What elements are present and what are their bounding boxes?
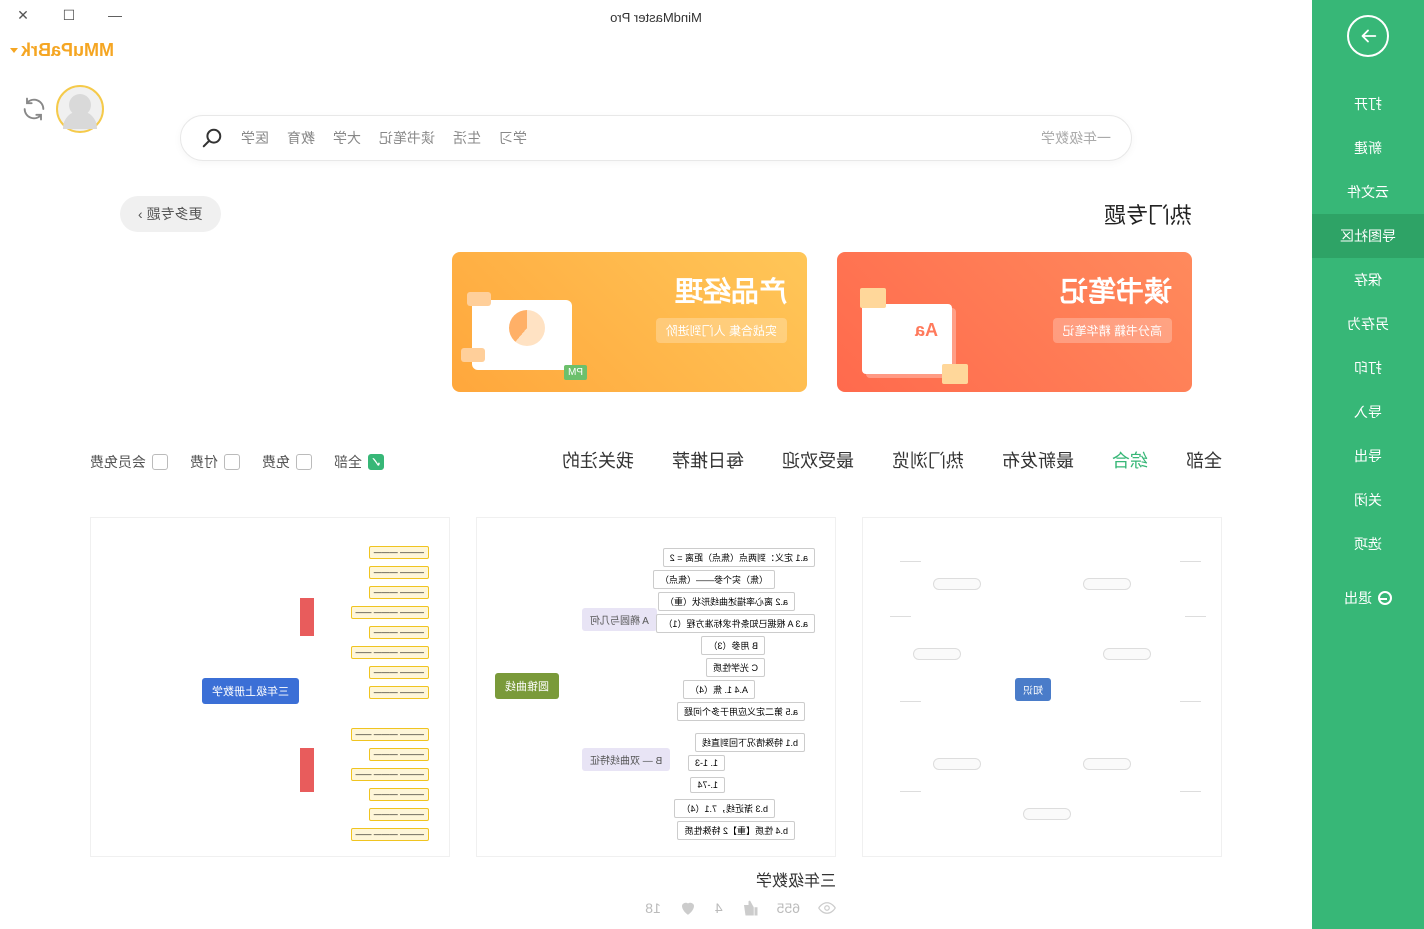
mm-sub: B — 双曲线特征 [582, 748, 670, 771]
card-meta: 655 4 18 [476, 899, 836, 917]
brand-label: MMuPaBrk [21, 40, 114, 61]
aa-icon: Aa [915, 320, 938, 341]
search-row: 学习 生活 读书笔记 大学 教育 医学 [180, 115, 1132, 161]
section-header: 热门专题 更多专题 › [120, 196, 1192, 232]
tab-popular[interactable]: 最受欢迎 [782, 447, 854, 477]
main-area: MindMaster Pro — ☐ ✕ MMuPaBrk 学习 生活 [0, 0, 1312, 929]
nav-cloud[interactable]: 云文件 [1312, 170, 1424, 214]
nav-save-as[interactable]: 另存为 [1312, 302, 1424, 346]
search-button[interactable] [201, 127, 223, 149]
tabs-row: 全部 综合 最新发布 热门浏览 最受欢迎 每日推荐 我关注的 ✓ 全部 免费 付… [90, 447, 1222, 477]
tab-general[interactable]: 综合 [1112, 447, 1148, 477]
nav-exit[interactable]: 退出 [1312, 576, 1424, 620]
filter-all[interactable]: ✓ 全部 [334, 452, 384, 472]
mm-center: 三年级上册数学 [202, 678, 299, 704]
tab-newest[interactable]: 最新发布 [1002, 447, 1074, 477]
back-arrow-icon [1357, 25, 1379, 47]
minimize-button[interactable]: — [92, 0, 138, 30]
tab-hot[interactable]: 热门浏览 [892, 447, 964, 477]
profile-area [20, 85, 104, 133]
checkbox-icon [224, 454, 240, 470]
mm-sub: A 椭圆与几何 [582, 608, 657, 631]
mindmap-thumbnail: 三年级上册数学 ——— ——— ——— ——— ——— ——— ——— ——— … [90, 517, 450, 857]
nav-options[interactable]: 选项 [1312, 522, 1424, 566]
exit-icon [1378, 591, 1392, 605]
mm-center: 圆锥曲线 [495, 673, 559, 699]
like-icon [741, 899, 759, 917]
close-button[interactable]: ✕ [0, 0, 46, 30]
filters: ✓ 全部 免费 付费 会员免费 [90, 452, 384, 472]
banner-subtitle: 高分书籍 精华笔记 [1053, 318, 1172, 343]
nav-save[interactable]: 保存 [1312, 258, 1424, 302]
mindmap-thumbnail: 知识 ——— ——— ——— ——— ——— ——— ——— ——— [862, 517, 1222, 857]
nav-import[interactable]: 导入 [1312, 390, 1424, 434]
banner-subtitle: 实战合集 人门到进阶 [656, 318, 787, 343]
nav-new[interactable]: 新建 [1312, 126, 1424, 170]
avatar[interactable] [56, 85, 104, 133]
nav-community[interactable]: 导图社区 [1312, 214, 1424, 258]
mm-center: 知识 [1015, 678, 1051, 701]
tag-medicine[interactable]: 医学 [241, 128, 269, 148]
banner-pm[interactable]: 产品经理 实战合集 人门到进阶 PM [452, 252, 807, 392]
filter-free[interactable]: 免费 [262, 452, 312, 472]
more-topics-label: 更多专题 [147, 204, 203, 224]
pm-badge: PM [564, 365, 587, 380]
window-controls: — ☐ ✕ [0, 0, 138, 30]
banner-art: Aa [852, 292, 962, 382]
nav-close[interactable]: 关闭 [1312, 478, 1424, 522]
chevron-down-icon [10, 48, 18, 53]
refresh-icon [20, 95, 48, 123]
fav-count: 18 [645, 900, 661, 916]
app-title: MindMaster Pro [610, 10, 702, 25]
search-box: 学习 生活 读书笔记 大学 教育 医学 [180, 115, 1132, 161]
mindmap-card[interactable]: 三年级上册数学 ——— ——— ——— ——— ——— ——— ——— ——— … [90, 517, 450, 917]
nav-print[interactable]: 打印 [1312, 346, 1424, 390]
card-title: 三年级数学 [476, 867, 836, 891]
mindmap-thumbnail: 圆锥曲线 A 椭圆与几何 B — 双曲线特征 a.1 定义：到两点（焦点）距离 … [476, 517, 836, 857]
filter-label: 免费 [262, 452, 290, 472]
sidebar: 打开 新建 云文件 导图社区 保存 另存为 打印 导入 导出 关闭 选项 退出 [1312, 0, 1424, 929]
filter-member[interactable]: 会员免费 [90, 452, 168, 472]
search-input[interactable] [837, 130, 1111, 146]
tag-university[interactable]: 大学 [333, 128, 361, 148]
tag-education[interactable]: 教育 [287, 128, 315, 148]
thumbnail-grid: 知识 ——— ——— ——— ——— ——— ——— ——— ——— [90, 517, 1222, 917]
tab-all[interactable]: 全部 [1186, 447, 1222, 477]
more-topics-button[interactable]: 更多专题 › [120, 196, 221, 232]
refresh-button[interactable] [20, 95, 48, 123]
banner-art: PM [467, 292, 577, 382]
maximize-button[interactable]: ☐ [46, 0, 92, 30]
likes-count: 4 [715, 900, 723, 916]
banners: 读书笔记 高分书籍 精华笔记 Aa 产品经理 实战合集 人门到进阶 PM [120, 252, 1192, 392]
chevron-right-icon: › [138, 206, 143, 222]
views-count: 655 [777, 900, 800, 916]
filter-label: 会员免费 [90, 452, 146, 472]
filter-label: 付费 [190, 452, 218, 472]
search-icon [201, 127, 223, 149]
nav-exit-label: 退出 [1344, 588, 1372, 608]
nav-open[interactable]: 打开 [1312, 82, 1424, 126]
tag-study[interactable]: 学习 [499, 128, 527, 148]
checkbox-icon: ✓ [368, 454, 384, 470]
brand-dropdown[interactable]: MMuPaBrk [10, 40, 114, 61]
filter-label: 全部 [334, 452, 362, 472]
filter-paid[interactable]: 付费 [190, 452, 240, 472]
tag-life[interactable]: 生活 [453, 128, 481, 148]
mindmap-card[interactable]: 圆锥曲线 A 椭圆与几何 B — 双曲线特征 a.1 定义：到两点（焦点）距离 … [476, 517, 836, 917]
heart-icon [679, 899, 697, 917]
nav-export[interactable]: 导出 [1312, 434, 1424, 478]
tag-notes[interactable]: 读书笔记 [379, 128, 435, 148]
checkbox-icon [296, 454, 312, 470]
section-title: 热门专题 [1104, 198, 1192, 230]
banner-notes[interactable]: 读书笔记 高分书籍 精华笔记 Aa [837, 252, 1192, 392]
tab-following[interactable]: 我关注的 [562, 447, 634, 477]
mindmap-card[interactable]: 知识 ——— ——— ——— ——— ——— ——— ——— ——— [862, 517, 1222, 917]
titlebar: MindMaster Pro — ☐ ✕ [0, 0, 1312, 35]
checkbox-icon [152, 454, 168, 470]
tab-daily[interactable]: 每日推荐 [672, 447, 744, 477]
views-icon [818, 899, 836, 917]
back-button[interactable] [1347, 15, 1389, 57]
